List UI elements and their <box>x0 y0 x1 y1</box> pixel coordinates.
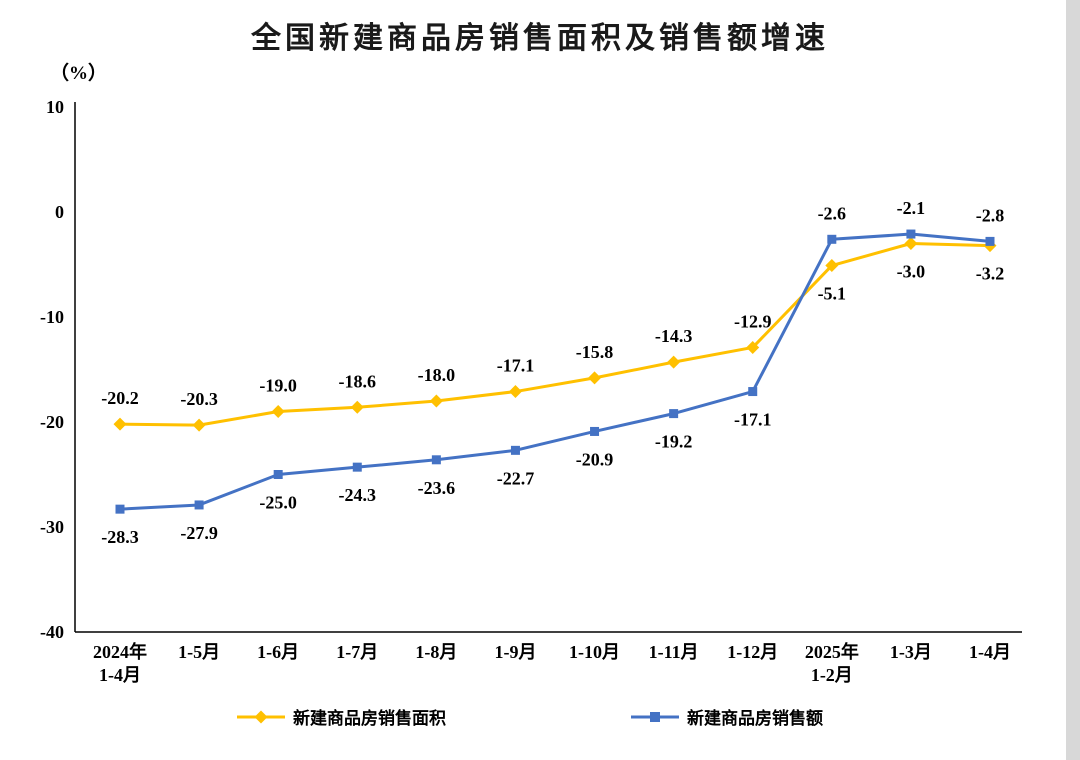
legend-marker-sales-area-icon <box>237 710 285 723</box>
sales-area-marker <box>113 417 127 431</box>
sales-amount-marker <box>827 234 837 244</box>
x-tick-label: 1-10月 <box>569 642 620 662</box>
legend-item-sales-area: 新建商品房销售面积 <box>237 704 446 729</box>
x-tick-label: 1-4月 <box>969 642 1011 662</box>
sales-amount-marker <box>115 504 125 514</box>
sales-amount-line <box>119 232 991 511</box>
sales-amount-marker <box>510 445 520 455</box>
sales-area-value-label: -14.3 <box>655 326 693 346</box>
sales-amount-value-label: -20.9 <box>576 449 614 469</box>
chart-legend: 新建商品房销售面积 新建商品房销售额 <box>0 704 1060 729</box>
sales-amount-marker <box>590 426 600 436</box>
sales-amount-marker <box>431 455 441 465</box>
sales-amount-value-label: -27.9 <box>180 523 218 543</box>
sales-amount-marker <box>669 409 679 419</box>
sales-amount-value-label: -23.6 <box>418 478 456 498</box>
sales-area-value-label: -3.0 <box>897 262 926 282</box>
y-tick-label: -20 <box>40 412 64 432</box>
sales-amount-value-label: -2.8 <box>976 205 1005 225</box>
sales-area-value-label: -5.1 <box>818 284 847 304</box>
sales-area-value-label: -20.3 <box>180 389 218 409</box>
sales-amount-value-label: -2.1 <box>897 198 926 218</box>
sales-area-marker <box>588 371 602 385</box>
sales-area-value-label: -15.8 <box>576 342 614 362</box>
x-tick-label: 1-9月 <box>494 642 536 662</box>
x-tick-label: 2024年 <box>93 641 147 662</box>
x-tick-label: 1-4月 <box>99 665 141 685</box>
sales-area-marker <box>746 340 760 354</box>
sales-amount-marker <box>352 462 362 472</box>
sales-area-line <box>119 242 991 427</box>
sales-area-marker <box>271 405 285 418</box>
y-tick-label: -40 <box>40 622 64 642</box>
x-tick-label: 2025年 <box>805 641 859 662</box>
sales-amount-marker <box>194 500 204 510</box>
sales-area-value-label: -19.0 <box>259 376 297 396</box>
sales-area-marker <box>429 394 443 408</box>
sales-amount-value-label: -25.0 <box>259 493 297 513</box>
y-tick-label: -10 <box>40 307 64 327</box>
legend-label-sales-area: 新建商品房销售面积 <box>293 709 446 728</box>
y-tick-label: 0 <box>55 202 64 222</box>
sales-amount-marker <box>748 387 758 397</box>
legend-marker-sales-amount-icon <box>631 711 679 722</box>
y-tick-label: -30 <box>40 517 64 537</box>
x-tick-label: 1-6月 <box>257 642 299 662</box>
legend-label-sales-amount: 新建商品房销售额 <box>687 709 823 728</box>
sales-area-value-label: -17.1 <box>497 356 535 376</box>
x-tick-label: 1-11月 <box>649 642 699 662</box>
line-chart-plot: 10 0 -10 -20 -30 -40 2024年 1-4月 1-5月 1-6月 1-7月 1-8月… <box>40 97 1022 685</box>
sales-area-value-label: -18.0 <box>418 365 456 385</box>
sales-area-value-label: -20.2 <box>101 388 139 408</box>
x-tick-label: 1-7月 <box>336 642 378 662</box>
sales-amount-value-label: -22.7 <box>497 468 535 488</box>
sales-area-value-label: -12.9 <box>734 311 772 331</box>
sales-area-value-label: -3.2 <box>976 264 1005 284</box>
x-tick-label: 1-2月 <box>811 665 853 685</box>
sales-area-marker <box>192 418 206 432</box>
sales-amount-marker <box>985 236 995 246</box>
sales-area-marker <box>904 237 918 250</box>
legend-item-sales-amount: 新建商品房销售额 <box>631 704 823 729</box>
sales-amount-marker <box>273 470 283 479</box>
sales-area-marker <box>350 400 364 414</box>
y-axis-unit-label: （%） <box>50 63 108 84</box>
x-tick-label: 1-12月 <box>727 642 778 662</box>
sales-area-value-label: -18.6 <box>339 371 377 391</box>
sales-amount-marker <box>906 229 916 239</box>
sales-area-marker <box>667 355 681 369</box>
y-tick-label: 10 <box>46 97 64 117</box>
sales-amount-value-label: -19.2 <box>655 432 693 452</box>
x-tick-label: 1-5月 <box>178 642 220 662</box>
scrollbar[interactable] <box>1066 0 1080 760</box>
sales-area-marker <box>508 385 522 399</box>
sales-amount-value-label: -28.3 <box>101 527 139 547</box>
sales-amount-value-label: -2.6 <box>818 203 847 223</box>
x-tick-label: 1-8月 <box>415 642 457 662</box>
x-tick-label: 1-3月 <box>890 642 932 662</box>
sales-amount-value-label: -24.3 <box>339 485 377 505</box>
chart-title: 全国新建商品房销售面积及销售额增速 <box>251 22 829 55</box>
sales-amount-value-label: -17.1 <box>734 410 772 430</box>
sales-area-marker <box>825 259 839 273</box>
